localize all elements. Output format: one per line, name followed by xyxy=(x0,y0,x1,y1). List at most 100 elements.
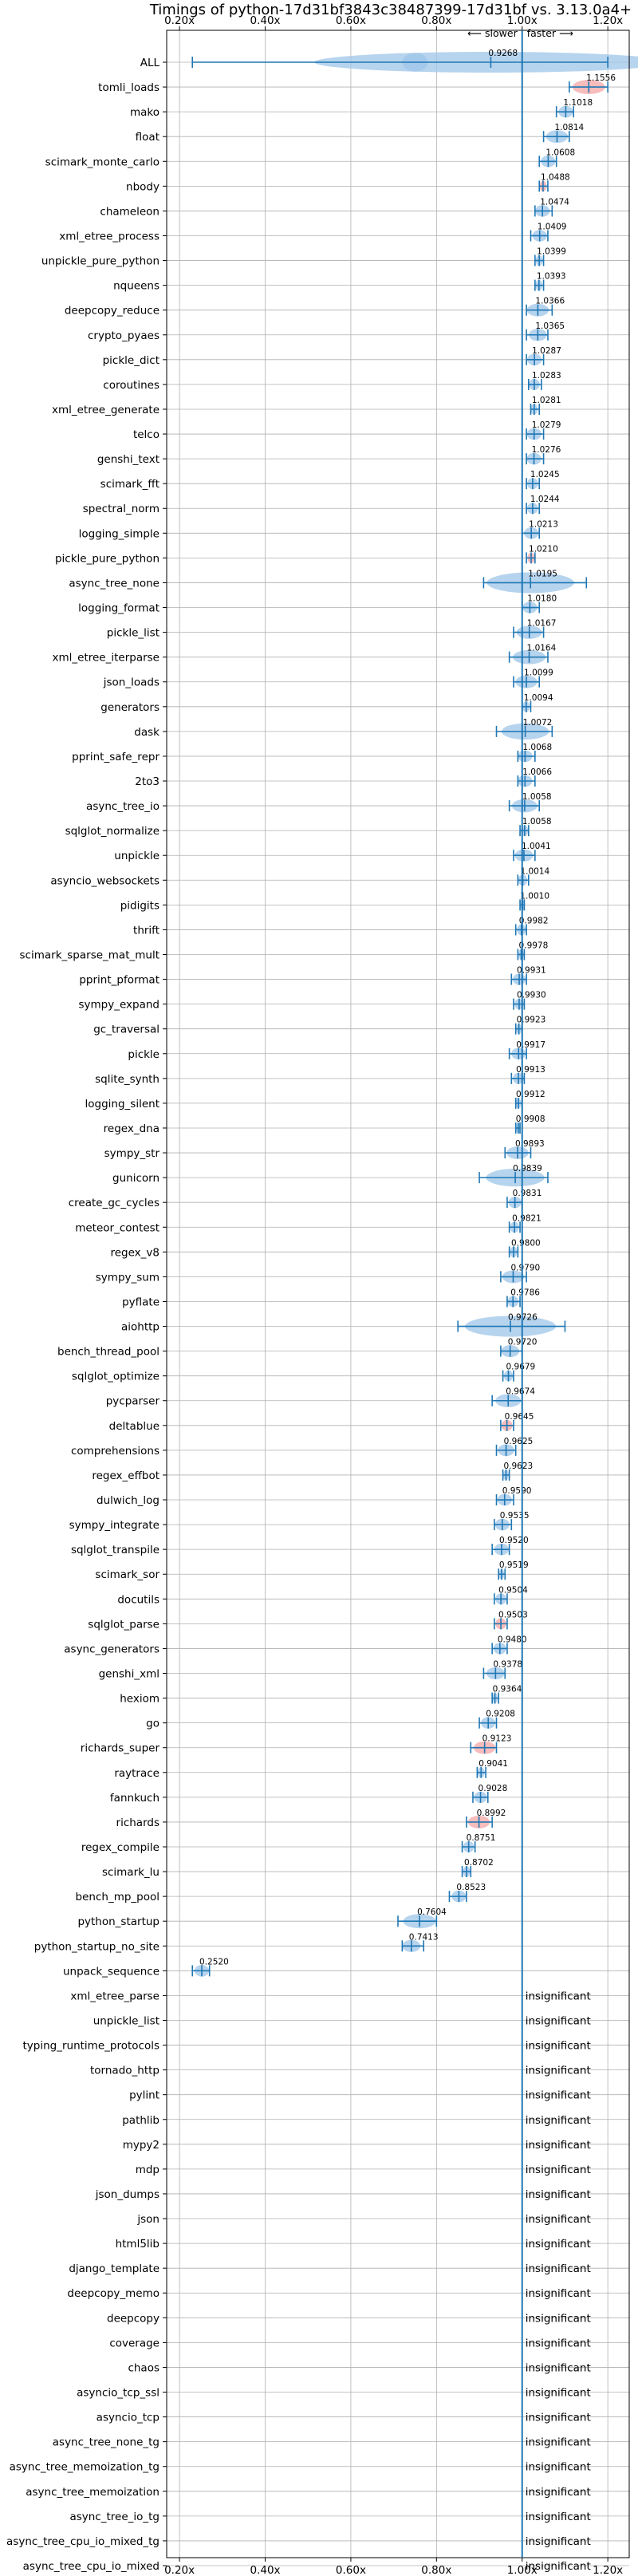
benchmark-label: sympy_sum xyxy=(96,1271,160,1284)
benchmark-label: bench_thread_pool xyxy=(57,1346,160,1359)
value-label: 0.9623 xyxy=(503,1462,533,1471)
value-label: 0.8523 xyxy=(456,1883,486,1892)
value-label: 0.9982 xyxy=(519,916,549,925)
benchmark-label: python_startup_no_site xyxy=(34,1940,160,1953)
benchmark-label: logging_silent xyxy=(85,1098,160,1110)
value-label: 0.8702 xyxy=(464,1858,494,1868)
value-label: 1.0010 xyxy=(520,891,549,901)
benchmark-label: deepcopy_reduce xyxy=(65,305,160,318)
benchmark-label: mako xyxy=(130,106,160,119)
value-label: 0.9917 xyxy=(516,1040,545,1050)
value-label: 1.0195 xyxy=(528,569,557,578)
insignificant-label: insignificant xyxy=(526,2139,591,2152)
benchmark-label: unpickle_list xyxy=(93,2014,160,2027)
x-tick-label-bottom: 0.60x xyxy=(336,2564,366,2576)
value-label: 1.0608 xyxy=(545,148,575,157)
marks xyxy=(191,51,638,1977)
insignificant-label: insignificant xyxy=(526,2065,591,2077)
value-label: 1.0393 xyxy=(537,272,566,282)
value-label: 0.7604 xyxy=(417,1907,447,1917)
benchmark-label: sqlglot_parse xyxy=(88,1618,160,1631)
value-label: 0.9123 xyxy=(482,1734,512,1744)
benchmark-label: chameleon xyxy=(100,205,160,218)
benchmark-label: richards_super xyxy=(81,1742,160,1755)
value-label: 0.9535 xyxy=(500,1511,530,1521)
benchmark-label: sqlite_synth xyxy=(95,1073,160,1086)
value-label: 0.9679 xyxy=(506,1363,536,1372)
benchmark-label: coverage xyxy=(109,2337,160,2349)
value-label: 0.9800 xyxy=(511,1238,541,1248)
value-label: 0.9978 xyxy=(519,941,549,950)
insignificant-label: insignificant xyxy=(526,2461,591,2474)
benchmark-label: sqlglot_normalize xyxy=(65,825,160,838)
benchmark-label: async_tree_memoization xyxy=(26,2486,160,2499)
benchmark-label: nqueens xyxy=(113,280,160,293)
insignificant-label: insignificant xyxy=(526,2238,591,2251)
value-label: 0.2520 xyxy=(199,1957,229,1967)
insignificant-label: insignificant xyxy=(526,2114,591,2127)
benchmark-label: xml_etree_iterparse xyxy=(53,652,160,665)
benchmark-label: genshi_xml xyxy=(99,1668,160,1681)
benchmark-label: scimark_sor xyxy=(95,1568,160,1581)
benchmark-label: deltablue xyxy=(109,1420,160,1433)
benchmark-label: comprehensions xyxy=(71,1445,160,1458)
insignificant-label: insignificant xyxy=(526,2560,591,2573)
benchmark-label: docutils xyxy=(117,1593,160,1606)
axes: 0.20x 0.20x 0.40x 0.40x 0.60x 0.60x 0.80x 0.80x… xyxy=(6,14,623,2576)
insignificant-label: insignificant xyxy=(526,2486,591,2499)
value-label: 1.1018 xyxy=(563,98,593,108)
value-label: 0.9504 xyxy=(498,1585,528,1595)
value-label: 0.9028 xyxy=(478,1784,508,1793)
value-label: 0.8751 xyxy=(467,1833,496,1843)
value-label: 0.9503 xyxy=(498,1610,528,1619)
value-label: 0.9913 xyxy=(516,1065,545,1075)
value-label: 0.9645 xyxy=(505,1412,534,1422)
value-label: 1.0279 xyxy=(532,420,561,430)
value-label: 0.9268 xyxy=(488,49,518,58)
insignificant-label: insignificant xyxy=(526,2188,591,2201)
benchmark-label: async_tree_memoization_tg xyxy=(10,2461,160,2474)
value-label: 0.9930 xyxy=(517,991,546,1000)
benchmark-label: mypy2 xyxy=(123,2139,160,2152)
benchmark-label: sqlglot_transpile xyxy=(71,1544,160,1556)
benchmark-label: dask xyxy=(134,726,160,739)
benchmark-label: spectral_norm xyxy=(83,503,160,515)
value-label: 0.9839 xyxy=(513,1164,542,1174)
value-label: 1.0814 xyxy=(554,123,584,132)
value-label: 1.0399 xyxy=(537,247,566,257)
value-label: 1.0287 xyxy=(532,346,561,356)
benchmark-label: float xyxy=(136,131,160,144)
x-tick-label-top: 0.40x xyxy=(250,14,280,27)
value-label: 1.0164 xyxy=(527,644,557,653)
benchmark-label: unpack_sequence xyxy=(63,1965,160,1978)
value-label: 1.0167 xyxy=(527,619,557,629)
value-label: 1.0066 xyxy=(522,767,552,777)
benchmark-label: scimark_sparse_mat_mult xyxy=(20,949,160,961)
value-label: 0.9893 xyxy=(515,1139,545,1149)
benchmark-label: typing_runtime_protocols xyxy=(23,2040,160,2053)
benchmark-label: sqlglot_optimize xyxy=(72,1371,160,1383)
insignificant-label: insignificant xyxy=(526,2387,591,2400)
x-tick-label-top: 0.20x xyxy=(164,14,195,27)
benchmark-label: asyncio_tcp xyxy=(96,2412,160,2424)
value-label: 1.0072 xyxy=(523,718,553,728)
x-tick-label-top: 0.80x xyxy=(421,14,451,27)
benchmark-label: meteor_contest xyxy=(75,1221,160,1234)
value-label: 0.9364 xyxy=(493,1685,522,1694)
benchmark-label: mdp xyxy=(136,2164,160,2176)
insignificant-label: insignificant xyxy=(526,2040,591,2053)
benchmark-label: async_tree_io_tg xyxy=(69,2511,160,2523)
benchmark-label: chaos xyxy=(128,2361,160,2374)
insignificant-label: insignificant xyxy=(526,2287,591,2300)
benchmark-label: asyncio_tcp_ssl xyxy=(77,2387,160,2400)
benchmark-label: telco xyxy=(133,428,160,441)
benchmark-label: go xyxy=(146,1718,160,1730)
value-label: 1.0366 xyxy=(535,297,565,306)
benchmark-label: tornado_http xyxy=(90,2065,160,2077)
value-label: 1.0281 xyxy=(532,396,561,405)
value-label: 0.9520 xyxy=(499,1536,529,1545)
value-label: 1.0180 xyxy=(527,594,557,604)
value-label: 0.9821 xyxy=(512,1213,542,1223)
insignificant-label: insignificant xyxy=(526,1990,591,2002)
benchmark-label: async_tree_cpu_io_mixed xyxy=(23,2560,160,2573)
